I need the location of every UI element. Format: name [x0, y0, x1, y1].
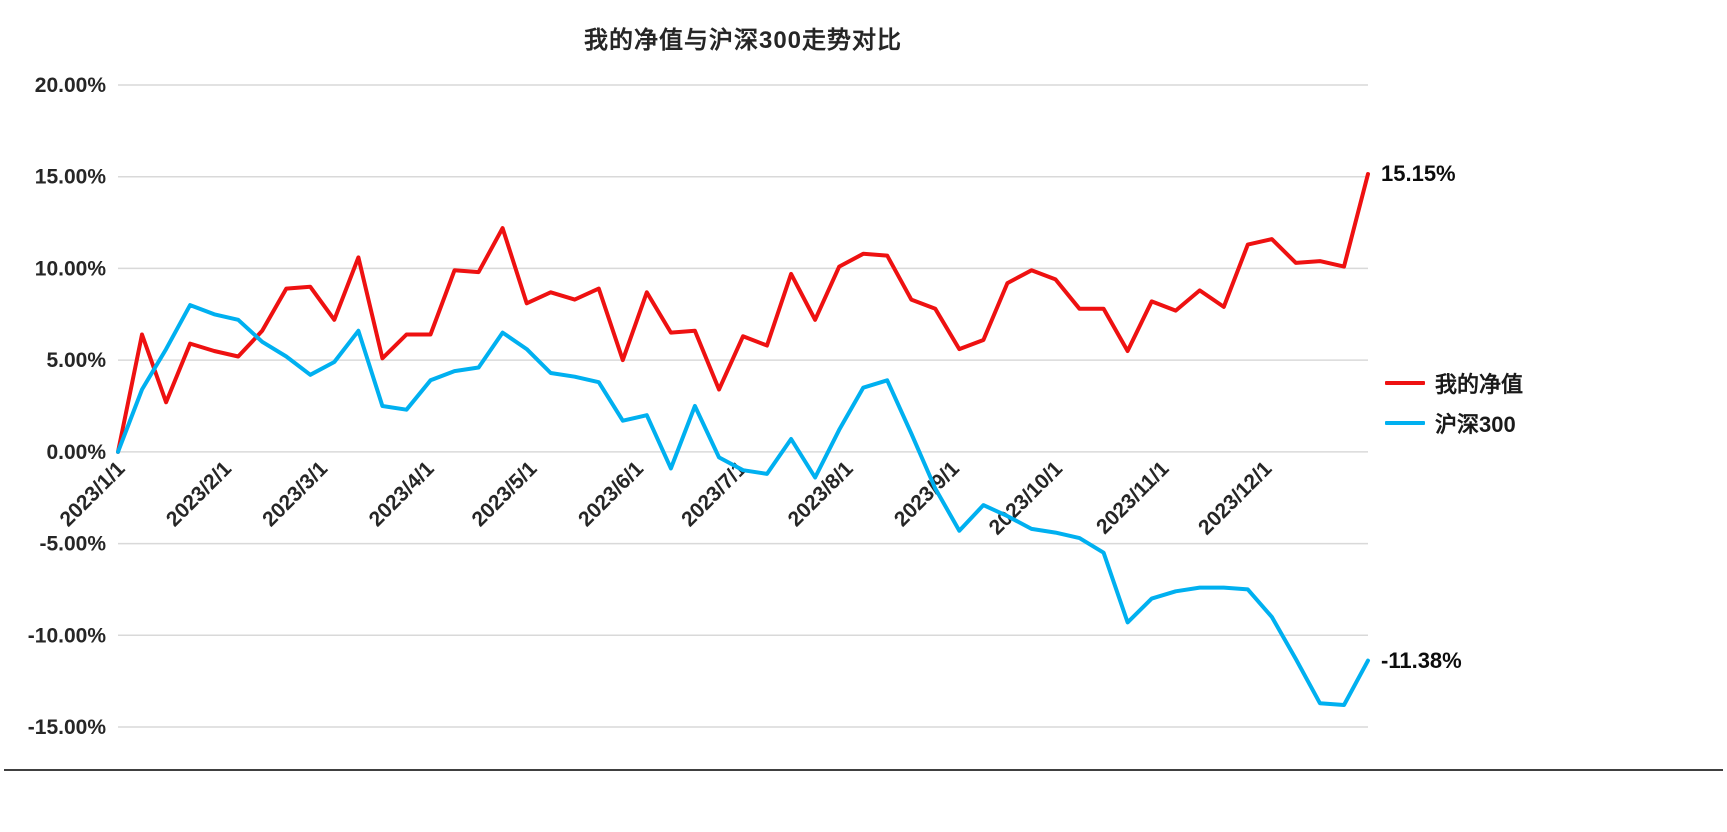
legend-item-net-value: 我的净值: [1385, 363, 1523, 403]
y-axis-tick-label: 20.00%: [35, 74, 107, 97]
legend-label-csi300: 沪深300: [1435, 412, 1516, 437]
chart-title: 我的净值与沪深300走势对比: [583, 27, 903, 54]
y-axis-tick-label: -10.00%: [28, 624, 107, 647]
y-axis-tick-label: 15.00%: [35, 166, 107, 189]
y-axis-tick-label: -15.00%: [28, 716, 107, 739]
series-end-label-net-value: 15.15%: [1381, 161, 1456, 186]
x-axis-tick-label: 2023/11/1: [1092, 457, 1174, 539]
x-axis-tick-label: 2023/3/1: [258, 457, 332, 531]
legend-label-net-value: 我的净值: [1435, 372, 1524, 397]
x-axis-tick-label: 2023/1/1: [55, 457, 129, 531]
series-line-csi300: [116, 303, 1370, 707]
legend: 我的净值 沪深300: [1385, 363, 1523, 443]
legend-item-csi300: 沪深300: [1385, 403, 1523, 443]
x-axis-tick-label: 2023/2/1: [162, 457, 236, 531]
y-axis-tick-label: 10.00%: [35, 257, 107, 280]
y-axis-tick-label: -5.00%: [39, 533, 106, 556]
x-axis-tick-label: 2023/5/1: [467, 457, 541, 531]
legend-swatch-csi300-icon: [1385, 421, 1425, 425]
y-axis-tick-label: 0.00%: [46, 441, 106, 464]
series-end-label-csi300: -11.38%: [1381, 648, 1462, 673]
legend-swatch-net-value-icon: [1385, 381, 1425, 385]
x-axis-tick-label: 2023/6/1: [574, 457, 648, 531]
x-axis-tick-label: 2023/12/1: [1194, 457, 1277, 540]
y-axis-tick-label: 5.00%: [46, 349, 106, 372]
series-line-net-value: [116, 172, 1370, 454]
x-axis-tick-label: 2023/4/1: [365, 457, 439, 531]
